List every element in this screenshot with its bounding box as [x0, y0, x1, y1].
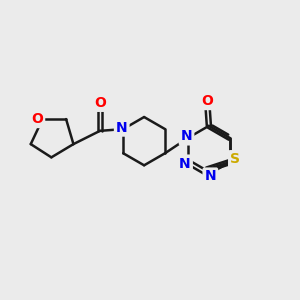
Text: N: N: [181, 130, 192, 143]
Text: O: O: [31, 112, 43, 126]
Text: N: N: [205, 169, 216, 184]
Text: N: N: [179, 157, 191, 170]
Text: O: O: [202, 94, 213, 108]
Text: N: N: [116, 121, 127, 135]
Text: S: S: [230, 152, 240, 166]
Text: O: O: [94, 96, 106, 110]
